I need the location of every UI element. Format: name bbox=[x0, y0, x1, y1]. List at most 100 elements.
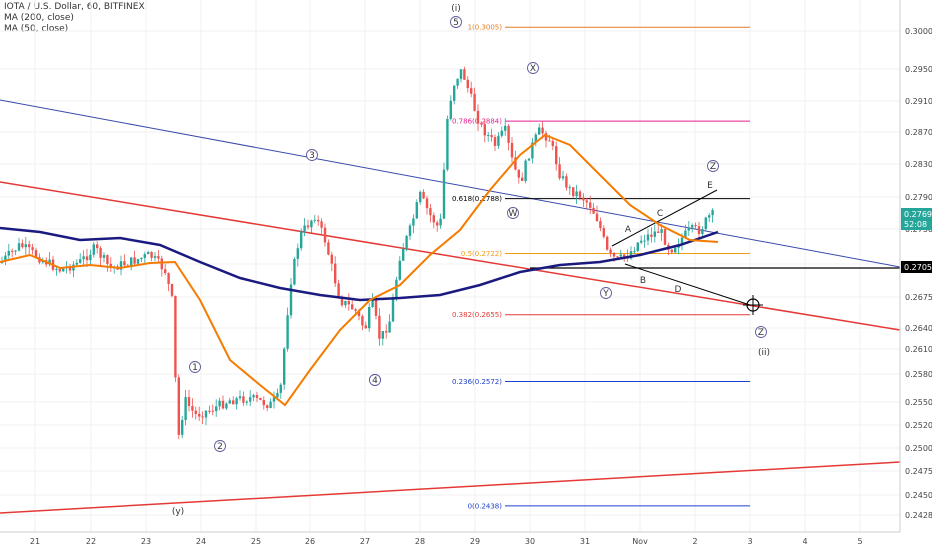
candle-body bbox=[228, 400, 231, 404]
candle-body bbox=[75, 262, 78, 265]
candle-body bbox=[99, 248, 102, 258]
candle-body bbox=[347, 301, 350, 305]
candle-body bbox=[194, 410, 197, 414]
candle-body bbox=[633, 251, 636, 253]
candle-body bbox=[293, 258, 296, 285]
wave-circle bbox=[755, 326, 767, 338]
wave-label: B bbox=[640, 276, 646, 286]
candle-body bbox=[177, 377, 180, 435]
x-tick-label: 4 bbox=[802, 537, 807, 546]
candle-body bbox=[636, 242, 639, 252]
candle-body bbox=[708, 215, 711, 218]
candle-body bbox=[79, 259, 82, 263]
wave-label: (y) bbox=[172, 507, 184, 517]
y-tick-label: 0.2520 bbox=[905, 421, 932, 430]
wave-text: (i) bbox=[451, 4, 461, 14]
candle-body bbox=[255, 395, 259, 398]
candle-body bbox=[174, 295, 177, 378]
candle-body bbox=[140, 257, 143, 260]
candle-body bbox=[48, 259, 51, 265]
candle-body bbox=[459, 69, 463, 79]
candle-body bbox=[711, 210, 714, 216]
y-tick-label: 0.3000 bbox=[905, 27, 932, 36]
wave-circle bbox=[214, 440, 226, 452]
candle-body bbox=[106, 255, 109, 264]
candle-body bbox=[357, 310, 361, 317]
candle-body bbox=[653, 231, 656, 237]
candle-body bbox=[334, 263, 337, 284]
candle-body bbox=[541, 127, 544, 134]
candle-body bbox=[160, 258, 163, 270]
candle-body bbox=[582, 197, 585, 201]
wave-text: Y bbox=[602, 289, 609, 299]
legend-ma200: MA (200, close) bbox=[4, 13, 74, 23]
candle-body bbox=[289, 284, 293, 316]
y-tick-label: 0.2870 bbox=[905, 128, 932, 137]
wave-text: 3 bbox=[309, 151, 315, 161]
candle-body bbox=[544, 133, 548, 141]
candle-body bbox=[225, 403, 228, 409]
candle-body bbox=[446, 118, 449, 170]
candle-body bbox=[470, 88, 473, 94]
candle-body bbox=[82, 256, 85, 260]
candle-body bbox=[640, 240, 643, 243]
red-lower-trendline bbox=[0, 461, 901, 514]
wave-circle bbox=[369, 374, 381, 386]
candle-body bbox=[538, 127, 541, 135]
wave-circle bbox=[189, 361, 201, 373]
candle-body bbox=[327, 242, 330, 255]
wave-text: 4 bbox=[372, 376, 378, 386]
candle-body bbox=[252, 395, 255, 398]
candle-body bbox=[500, 130, 503, 136]
candle-body bbox=[218, 400, 221, 407]
wave-label: D bbox=[675, 285, 682, 295]
candle-body bbox=[531, 142, 534, 159]
candle-body bbox=[575, 191, 578, 197]
candle-body bbox=[395, 279, 398, 299]
candle-body bbox=[466, 79, 469, 89]
candle-body bbox=[483, 124, 486, 136]
candle-body bbox=[14, 250, 17, 252]
candle-body bbox=[371, 298, 374, 308]
candle-body bbox=[704, 217, 707, 230]
candle-body bbox=[232, 400, 235, 405]
candle-body bbox=[429, 208, 432, 216]
fib-label: 1(0.3005) bbox=[468, 24, 503, 32]
candle-body bbox=[89, 254, 92, 261]
y-tick-label: 0.2830 bbox=[905, 160, 932, 169]
wave-text: X bbox=[530, 64, 536, 74]
wave-label: C bbox=[657, 209, 663, 219]
target-marker bbox=[743, 295, 763, 315]
candle-body bbox=[602, 228, 605, 237]
y-tick-label: 0.2610 bbox=[905, 345, 932, 354]
candle-body bbox=[24, 244, 27, 248]
candle-body bbox=[279, 384, 282, 393]
candle-body bbox=[266, 405, 269, 409]
price-tag-current bbox=[901, 208, 932, 230]
candle-body bbox=[58, 268, 61, 272]
candle-body bbox=[208, 410, 211, 412]
price-tag-current-label: 0.2769 bbox=[904, 210, 932, 219]
candle-body bbox=[456, 78, 459, 86]
wave-text: D bbox=[675, 285, 682, 295]
x-axis: 21 22 23 24 25 26 27 28 29 30 31 Nov 2 3 4 5 bbox=[0, 531, 900, 546]
candle-body bbox=[123, 261, 126, 266]
candle-body bbox=[691, 225, 694, 228]
candle-body bbox=[432, 215, 435, 223]
x-tick-label: 28 bbox=[415, 537, 425, 546]
candle-body bbox=[150, 251, 153, 258]
candle-body bbox=[609, 249, 612, 253]
fib-label: 0.382(0.2655) bbox=[452, 311, 502, 319]
candle-body bbox=[425, 198, 429, 209]
candle-body bbox=[354, 309, 357, 311]
candle-body bbox=[402, 248, 405, 261]
candle-body bbox=[119, 261, 123, 270]
candle-body bbox=[385, 331, 388, 333]
candle-body bbox=[136, 259, 140, 264]
candle-body bbox=[259, 397, 262, 400]
candle-body bbox=[330, 254, 333, 264]
candle-body bbox=[534, 134, 537, 143]
wave-label: 5 bbox=[450, 16, 462, 28]
